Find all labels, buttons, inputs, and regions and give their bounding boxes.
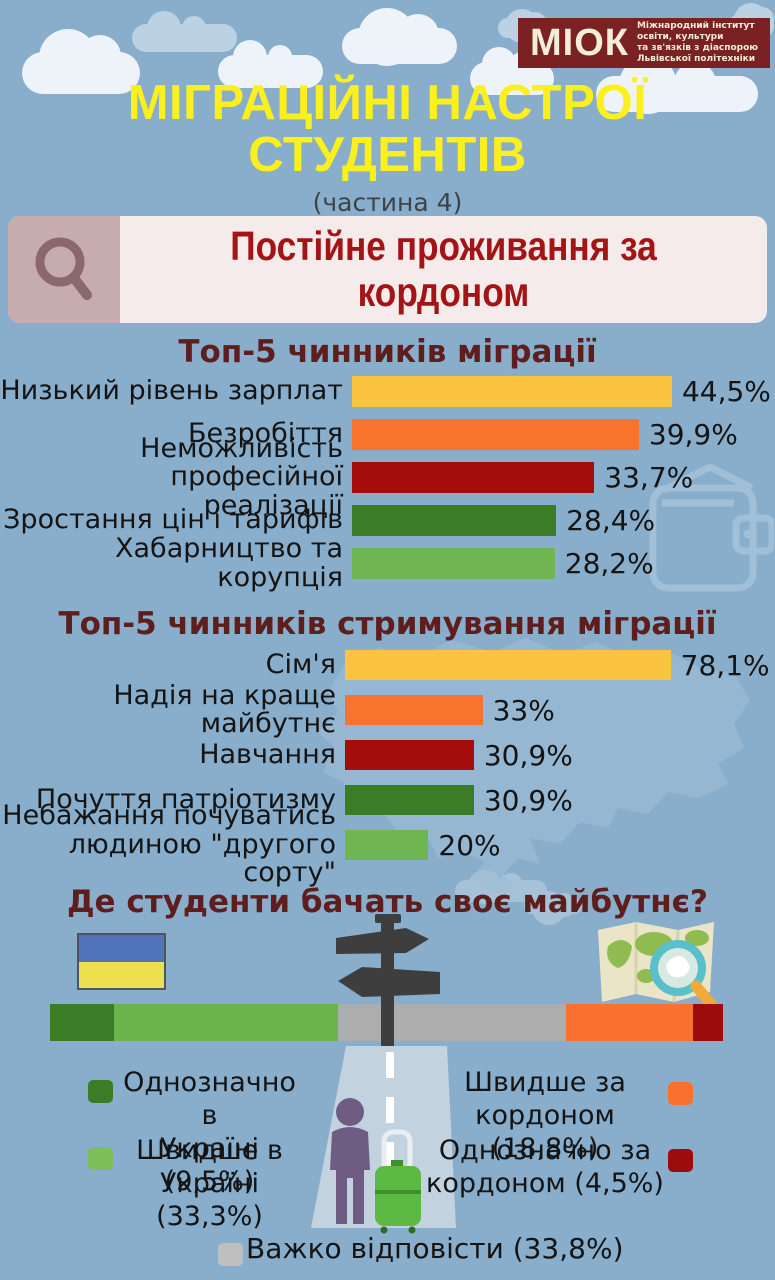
legend-label-definitely-ukraine: Однозначно в Україні (9,5%) xyxy=(123,1067,296,1197)
bar-row: Неможливість професійної реалізації 33,7% xyxy=(0,434,775,519)
future-stacked-bar xyxy=(50,1004,723,1041)
bar-value-label: 30,9% xyxy=(483,738,573,772)
flag-yellow-stripe xyxy=(79,961,164,988)
bar-category-label: Хабарництво та корупція xyxy=(115,533,343,593)
miok-logo-orgname: Міжнародний інститут освіти, культури та з… xyxy=(636,20,759,65)
bar-category-label: Почуття патріотизму xyxy=(35,783,336,815)
bar-value-label: 20% xyxy=(438,828,501,862)
bar-category-label: Сім'я xyxy=(265,648,336,680)
bar-row: Хабарництво та корупція 28,2% xyxy=(0,535,775,592)
page-title: МІГРАЦІЙНІ НАСТРОЇ СТУДЕНТІВ xyxy=(0,76,775,182)
traveler-with-suitcase-icon xyxy=(330,1098,421,1234)
search-icon-box xyxy=(8,216,120,323)
cloud-icon xyxy=(524,890,582,925)
bar-category-label: Навчання xyxy=(199,738,336,770)
ukraine-flag-icon xyxy=(77,933,166,990)
legend-label-rather-abroad: Швидше за кордоном (18,8%) xyxy=(464,1067,626,1164)
bar-row: Безробіття 39,9% xyxy=(0,418,775,451)
search-icon xyxy=(35,237,92,300)
cloud-icon xyxy=(22,28,140,94)
bar-value-label: 39,9% xyxy=(648,418,738,451)
bar-category-label: Небажання почуватись людиною "другого сор… xyxy=(2,800,336,889)
bar-value-label: 33,7% xyxy=(604,461,694,494)
bar xyxy=(352,548,555,579)
legend-swatch-hard-to-answer xyxy=(218,1243,243,1266)
bar-category-label: Безробіття xyxy=(188,418,343,450)
legend-swatch-rather-abroad xyxy=(668,1082,693,1105)
legend-label-rather-ukraine: Швидше в Україні (33,3%) xyxy=(136,1135,283,1232)
cloud-icon xyxy=(218,40,323,88)
legend-label-definitely-abroad: Однозначно за кордоном (4,5%) xyxy=(426,1135,664,1199)
bar-value-label: 33% xyxy=(492,693,555,727)
bar-row: Зростання цін і тарифів 28,4% xyxy=(0,504,775,537)
bar xyxy=(345,695,483,725)
signpost-icon xyxy=(336,914,440,1046)
search-query-line1: Постійне проживання за xyxy=(230,222,657,269)
legend-swatch-rather-ukraine xyxy=(88,1147,113,1170)
chart2-title: Топ-5 чинників стримування міграції xyxy=(58,606,717,642)
worldmap-magnifier-icon xyxy=(598,922,717,1010)
bar-row: Навчання 30,9% xyxy=(0,738,775,772)
bar-value-label: 44,5% xyxy=(681,375,771,408)
stacked-segment xyxy=(692,1004,723,1041)
bar-category-label: Надія на краще майбутнє xyxy=(113,679,336,739)
search-bar[interactable]: Постійне проживання за кордоном xyxy=(8,216,767,323)
miok-logo-abbr: МІОК xyxy=(530,21,629,64)
bar-value-label: 78,1% xyxy=(680,648,770,682)
legend-swatch-definitely-ukraine xyxy=(88,1080,113,1103)
bar xyxy=(345,650,671,680)
cloud-icon xyxy=(342,8,457,67)
cloud-icon xyxy=(132,11,237,52)
stacked-segment xyxy=(50,1004,114,1041)
stacked-segment xyxy=(338,1004,566,1041)
miok-logo: МІОК Міжнародний інститут освіти, культур… xyxy=(518,18,770,68)
page-title-line1: МІГРАЦІЙНІ НАСТРОЇ xyxy=(127,76,648,130)
legend-swatch-definitely-abroad xyxy=(668,1149,693,1172)
bar xyxy=(352,462,595,493)
bar-row: Низький рівень зарплат 44,5% xyxy=(0,375,775,408)
chart1: Низький рівень зарплат 44,5% Безробіття 39,… xyxy=(0,375,775,592)
bar xyxy=(345,785,474,815)
bar-row: Сім'я 78,1% xyxy=(0,648,775,682)
bar-row: Небажання почуватись людиною "другого сор… xyxy=(0,802,775,887)
road-dashed-line xyxy=(386,1052,394,1184)
stacked-segment xyxy=(566,1004,693,1041)
chart1-title: Топ-5 чинників міграції xyxy=(178,334,597,370)
search-query-text: Постійне проживання за кордоном xyxy=(165,216,721,323)
bar-row: Надія на краще майбутнє 33% xyxy=(0,681,775,738)
wallet-icon xyxy=(649,463,774,592)
bar-value-label: 30,9% xyxy=(483,783,573,817)
bar xyxy=(352,505,557,536)
bar-category-label: Зростання цін і тарифів xyxy=(3,504,343,536)
flag-blue-stripe xyxy=(79,935,164,962)
bar xyxy=(345,740,474,770)
bar-row: Почуття патріотизму 30,9% xyxy=(0,783,775,817)
legend-label-hard-to-answer: Важко відповісти (33,8%) xyxy=(246,1232,624,1265)
bar xyxy=(345,830,429,860)
search-query-line2: кордоном xyxy=(357,268,530,315)
page-title-line2: СТУДЕНТІВ xyxy=(248,127,527,182)
page-subtitle: (частина 4) xyxy=(312,188,463,217)
bar-value-label: 28,4% xyxy=(566,504,656,537)
bar-value-label: 28,2% xyxy=(564,547,654,580)
stacked-segment xyxy=(113,1004,339,1041)
bar xyxy=(352,376,672,407)
bar xyxy=(352,419,639,450)
chart2: Сім'я 78,1% Надія на краще майбутнє 33% Навч… xyxy=(0,648,775,887)
bar-category-label: Неможливість професійної реалізації xyxy=(140,432,343,521)
bar-category-label: Низький рівень зарплат xyxy=(0,375,343,407)
